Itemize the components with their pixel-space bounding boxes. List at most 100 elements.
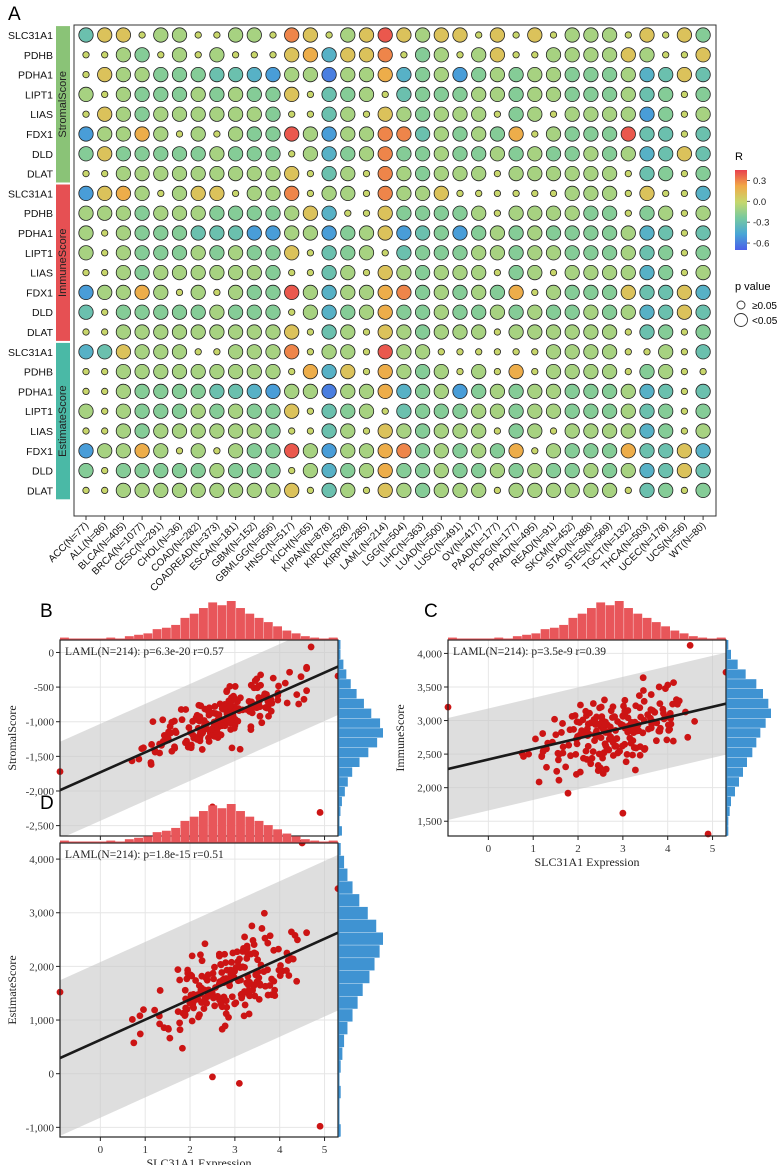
bubble <box>564 47 580 63</box>
bubble <box>493 427 501 435</box>
histogram-bar <box>339 881 353 894</box>
bubble <box>153 205 169 221</box>
bubble <box>190 403 206 419</box>
histogram-bar <box>189 816 199 842</box>
bubble <box>396 482 412 498</box>
data-point <box>243 979 251 987</box>
data-point <box>605 735 613 743</box>
bubble <box>508 166 524 182</box>
y-tick-label: -500 <box>34 682 55 694</box>
bubble <box>265 146 281 162</box>
bubble <box>531 130 539 138</box>
bubble <box>527 225 543 241</box>
data-point <box>593 713 600 721</box>
bubble <box>620 462 636 479</box>
bubble <box>493 209 501 217</box>
bubble <box>190 67 206 83</box>
bubble <box>396 304 412 320</box>
bubble <box>396 205 412 221</box>
bubble <box>396 185 412 201</box>
bubble <box>620 443 636 459</box>
bubble <box>695 27 711 43</box>
histogram-bar <box>143 836 153 842</box>
bubble <box>452 27 468 43</box>
bubble <box>639 284 655 300</box>
bubble <box>190 284 206 300</box>
data-point <box>211 1002 219 1010</box>
data-point <box>543 763 550 771</box>
bubble <box>531 348 539 356</box>
x-axis-title: SLC31A1 Expression <box>147 1156 252 1165</box>
bubble <box>662 31 670 39</box>
data-point <box>255 682 263 690</box>
bubble <box>433 443 449 459</box>
bubble <box>414 324 431 340</box>
bubble <box>134 423 150 439</box>
data-point <box>211 703 219 710</box>
bubble <box>452 482 468 498</box>
bubble <box>284 67 300 83</box>
bubble <box>508 86 524 103</box>
group-bars: StromalScore ImmuneScore EstimateScore <box>56 26 70 500</box>
bubble <box>115 146 132 162</box>
bubble <box>340 245 356 261</box>
histogram-bar <box>727 757 747 767</box>
bubble <box>583 304 599 320</box>
bubble <box>340 67 356 83</box>
histogram-bar <box>727 728 761 738</box>
bubble <box>153 126 169 142</box>
histogram-bar <box>339 649 341 660</box>
histogram-bar <box>339 679 351 689</box>
bubble <box>377 185 393 201</box>
histogram-bar <box>727 806 730 816</box>
data-point <box>283 699 291 707</box>
data-point <box>240 944 247 952</box>
bubble <box>639 166 655 182</box>
data-point <box>571 712 579 719</box>
data-point <box>135 755 143 763</box>
histogram-bar <box>339 855 345 869</box>
bubble <box>302 363 318 380</box>
bubble <box>620 225 636 241</box>
histogram-bar <box>716 637 726 639</box>
bubble <box>115 225 132 241</box>
bubble <box>134 225 150 241</box>
histogram-bar <box>339 1021 348 1035</box>
bubble <box>601 443 618 459</box>
histogram-bar <box>339 945 380 958</box>
bubble <box>153 146 169 162</box>
bubble <box>362 486 371 494</box>
gene-label: DLAT <box>27 327 54 339</box>
bubble <box>531 189 539 197</box>
bubble <box>508 482 524 498</box>
histogram-bar <box>282 833 292 842</box>
histogram-bar <box>273 829 282 842</box>
histogram-bar <box>339 826 342 836</box>
bubble <box>153 27 169 43</box>
data-point <box>192 977 200 984</box>
bubble <box>549 427 558 435</box>
bubble <box>358 443 375 459</box>
bubble <box>209 185 225 201</box>
bubble <box>82 427 90 435</box>
bubble <box>190 363 206 380</box>
bubble <box>265 245 281 261</box>
data-point <box>619 712 627 720</box>
bubble <box>209 245 225 261</box>
bubble <box>639 106 655 122</box>
histogram-bar <box>339 728 383 738</box>
bubble <box>321 166 337 182</box>
data-point <box>207 725 215 733</box>
data-point <box>258 925 266 932</box>
bubble <box>302 462 318 479</box>
group-label: StromalScore <box>57 71 69 138</box>
bubble <box>269 31 277 39</box>
bubble <box>115 245 132 261</box>
bubble <box>396 106 412 122</box>
bubble <box>564 443 580 459</box>
bubble <box>564 403 580 419</box>
data-point <box>218 705 226 713</box>
bubble <box>190 146 206 162</box>
data-point <box>580 754 587 762</box>
data-point <box>236 955 243 963</box>
